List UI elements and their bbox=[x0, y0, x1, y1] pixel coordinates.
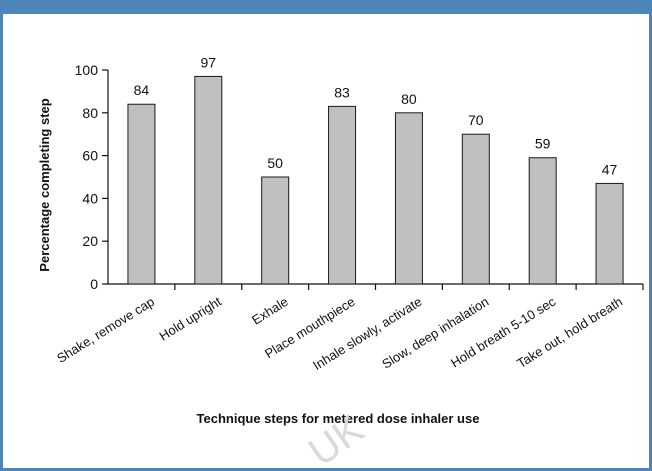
bar-value-label: 84 bbox=[134, 82, 150, 98]
x-axis-title: Technique steps for metered dose inhaler… bbox=[197, 411, 480, 426]
bar-value-label: 50 bbox=[267, 155, 283, 171]
bar bbox=[394, 112, 423, 285]
bar bbox=[328, 105, 357, 285]
bar bbox=[261, 176, 290, 285]
bar-value-label: 97 bbox=[201, 54, 217, 70]
bar bbox=[528, 157, 557, 285]
y-axis-title: Percentage completing step bbox=[37, 98, 52, 271]
chart-axes: 0 20 40 60 80 100 bbox=[75, 62, 644, 292]
x-tick-label: Exhale bbox=[249, 294, 291, 328]
y-tick-label: 80 bbox=[82, 105, 98, 121]
y-tick-label: 100 bbox=[75, 62, 99, 78]
chart-bars bbox=[127, 75, 624, 285]
x-tick-label: Inhale slowly, activate bbox=[310, 294, 424, 373]
bar bbox=[127, 103, 156, 285]
x-tick-label: Shake, remove cap bbox=[54, 294, 157, 366]
bar bbox=[194, 75, 223, 285]
y-tick-label: 40 bbox=[82, 190, 98, 206]
bar-value-label: 47 bbox=[602, 161, 618, 177]
bar-value-label: 70 bbox=[468, 112, 484, 128]
bar-chart: 0 20 40 60 80 100 84 Shake, remove cap 97 Hold u… bbox=[37, 54, 644, 468]
x-tick-label: Hold upright bbox=[156, 294, 224, 344]
bar-value-label: 80 bbox=[401, 91, 417, 107]
bar-value-label: 83 bbox=[334, 84, 350, 100]
bar-value-label: 59 bbox=[535, 136, 551, 152]
y-tick-label: 60 bbox=[82, 148, 98, 164]
y-tick-label: 20 bbox=[82, 233, 98, 249]
bar bbox=[595, 182, 624, 285]
y-tick-label: 0 bbox=[90, 276, 98, 292]
bar bbox=[461, 133, 490, 285]
